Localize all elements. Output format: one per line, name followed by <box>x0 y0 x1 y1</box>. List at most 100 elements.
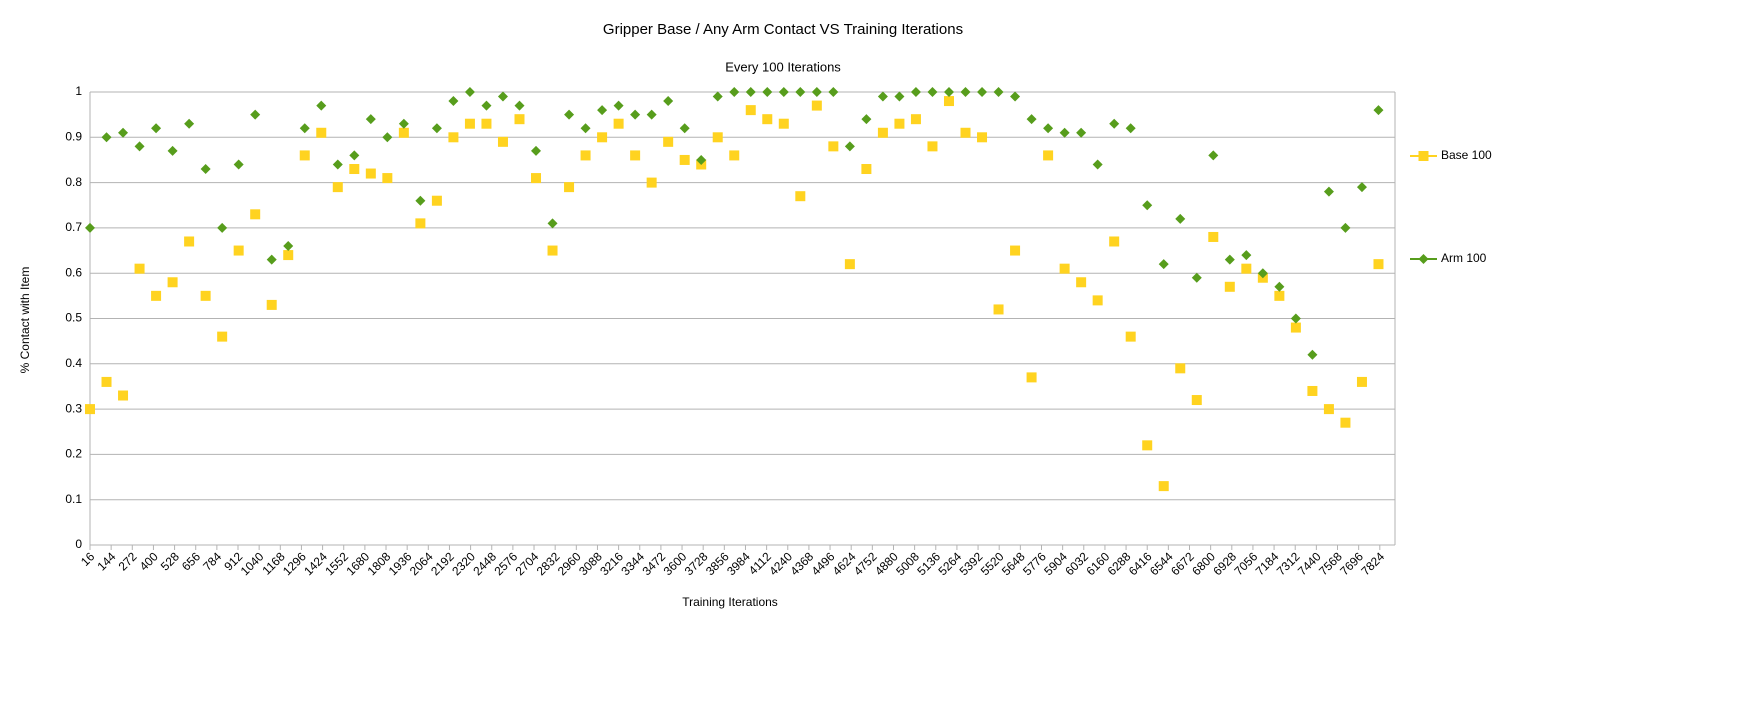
point <box>778 118 789 129</box>
point <box>531 173 542 184</box>
point <box>1043 123 1054 134</box>
point <box>497 136 508 147</box>
point <box>1307 349 1318 360</box>
legend-label: Base 100 <box>1441 148 1492 162</box>
point <box>1142 200 1153 211</box>
point <box>877 91 888 102</box>
point <box>1109 236 1120 247</box>
point <box>1026 114 1037 125</box>
x-tick-label: 272 <box>116 549 140 573</box>
point <box>431 123 442 134</box>
point <box>811 100 822 111</box>
point <box>778 87 789 97</box>
point <box>1208 231 1219 242</box>
point <box>118 127 129 138</box>
point <box>663 136 674 147</box>
point <box>1257 268 1268 279</box>
point <box>464 118 475 129</box>
point <box>1158 259 1169 270</box>
point <box>1241 250 1252 261</box>
point <box>332 182 343 193</box>
point <box>1059 263 1070 274</box>
point <box>597 132 608 143</box>
point <box>1373 259 1384 270</box>
point <box>365 114 376 125</box>
point <box>613 100 624 111</box>
point <box>101 376 112 387</box>
point <box>514 100 525 111</box>
point <box>844 259 855 270</box>
point <box>844 141 855 152</box>
point <box>828 141 839 152</box>
chart-subtitle: Every 100 Iterations <box>725 59 841 74</box>
point <box>795 191 806 202</box>
point <box>861 164 872 175</box>
point <box>927 141 938 152</box>
point <box>266 299 277 310</box>
point <box>233 159 244 170</box>
x-tick-label: 16 <box>78 549 98 569</box>
x-tick-label: 144 <box>94 549 118 573</box>
point <box>943 96 954 107</box>
y-tick-label: 0.9 <box>65 129 82 143</box>
point <box>910 114 921 125</box>
point <box>1109 118 1120 129</box>
y-tick-label: 0.1 <box>65 492 82 506</box>
point <box>646 109 657 120</box>
point <box>1356 376 1367 387</box>
point <box>151 123 162 134</box>
point <box>250 109 261 120</box>
point <box>1076 277 1087 288</box>
point <box>1175 363 1186 374</box>
point <box>266 254 277 265</box>
point <box>1026 372 1037 383</box>
point <box>1010 91 1021 102</box>
legend-marker <box>1418 151 1429 161</box>
point <box>1175 213 1186 224</box>
point <box>233 245 244 256</box>
x-tick-label: 7824 <box>1358 549 1387 578</box>
point <box>184 236 195 247</box>
point <box>217 222 228 233</box>
point <box>547 218 558 229</box>
point <box>299 150 310 161</box>
x-tick-label: 528 <box>158 549 182 573</box>
point <box>250 209 261 220</box>
point <box>762 87 773 97</box>
point <box>679 154 690 165</box>
x-axis-label: Training Iterations <box>682 595 778 609</box>
point <box>1307 385 1318 396</box>
point <box>283 241 294 252</box>
point <box>448 96 459 107</box>
point <box>365 168 376 179</box>
point <box>283 250 294 261</box>
point <box>101 132 112 143</box>
point <box>745 105 756 116</box>
point <box>927 87 938 97</box>
point <box>910 87 921 97</box>
point <box>217 331 228 342</box>
point <box>1274 290 1285 301</box>
point <box>1290 322 1301 333</box>
point <box>1191 395 1202 406</box>
point <box>547 245 558 256</box>
point <box>894 118 905 129</box>
y-tick-label: 0.7 <box>65 220 82 234</box>
y-tick-label: 0.8 <box>65 175 82 189</box>
point <box>1125 123 1136 134</box>
y-tick-label: 1 <box>75 84 82 98</box>
x-tick-label: 656 <box>179 549 203 573</box>
point <box>1208 150 1219 161</box>
point <box>481 118 492 129</box>
point <box>332 159 343 170</box>
point <box>118 390 129 401</box>
legend-marker <box>1418 254 1429 264</box>
point <box>1043 150 1054 161</box>
point <box>316 127 327 138</box>
point <box>977 87 988 97</box>
point <box>531 145 542 156</box>
point <box>151 290 162 301</box>
point <box>712 91 723 102</box>
point <box>184 118 195 129</box>
